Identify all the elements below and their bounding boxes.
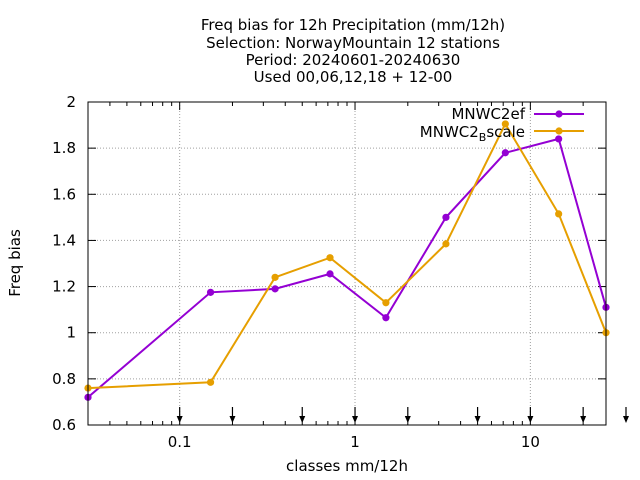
threshold-arrow-head xyxy=(229,416,236,423)
y-tick-label: 1.4 xyxy=(52,231,76,249)
legend-label-2-main: MNWC2 xyxy=(420,123,479,141)
x-tick-label: 1 xyxy=(350,433,360,451)
x-tick-labels: 0.1 1 10 xyxy=(168,433,540,451)
y-axis-label: Freq bias xyxy=(6,229,24,297)
x-tick-label: 10 xyxy=(521,433,540,451)
y-tick-labels: 0.6 0.8 1 1.2 1.4 1.6 1.8 2 xyxy=(52,93,76,434)
threshold-arrows xyxy=(176,407,629,423)
legend-label-2-suffix: scale xyxy=(486,123,525,141)
title-line-4: Used 00,06,12,18 + 12-00 xyxy=(254,68,453,86)
series-1-point xyxy=(555,135,563,143)
x-axis-label: classes mm/12h xyxy=(286,457,408,475)
legend: MNWC2ef MNWC2Bscale xyxy=(420,105,584,144)
series-2-point xyxy=(206,378,215,386)
threshold-arrow-head xyxy=(352,416,359,423)
series-line-2 xyxy=(87,121,607,390)
series-2-point xyxy=(442,240,450,248)
series-1-point xyxy=(501,149,509,157)
threshold-arrow-head xyxy=(299,416,306,423)
series-1-point xyxy=(382,314,390,322)
axis-ticks xyxy=(88,101,606,426)
threshold-arrow-head xyxy=(623,416,629,423)
y-tick-label: 0.8 xyxy=(52,370,76,388)
series-1-point xyxy=(326,270,334,278)
y-tick-label: 0.6 xyxy=(52,416,76,434)
x-tick-label: 0.1 xyxy=(168,433,192,451)
title-line-3: Period: 20240601-20240630 xyxy=(246,51,461,69)
legend-label-1-suffix: ef xyxy=(510,105,525,123)
data-series xyxy=(84,120,610,401)
series-1-point xyxy=(206,288,215,296)
grid-lines xyxy=(88,102,606,425)
legend-marker-1 xyxy=(555,110,563,118)
legend-label-1: MNWC2ef xyxy=(451,105,525,123)
y-tick-label: 1.2 xyxy=(52,278,76,296)
y-tick-label: 1 xyxy=(66,324,76,342)
series-line-1 xyxy=(87,137,607,399)
threshold-arrow-head xyxy=(404,416,411,423)
threshold-arrow-head xyxy=(527,416,534,423)
legend-marker-2 xyxy=(555,127,563,135)
legend-label-2-sub: B xyxy=(479,131,487,144)
chart-title: Freq bias for 12h Precipitation (mm/12h)… xyxy=(201,16,505,86)
plot-frame xyxy=(87,101,607,426)
threshold-arrow-head xyxy=(580,416,587,423)
series-1-point xyxy=(271,285,279,293)
y-tick-label: 2 xyxy=(66,93,76,111)
title-line-2: Selection: NorwayMountain 12 stations xyxy=(206,34,500,52)
series-2-point xyxy=(501,120,509,128)
series-2-point xyxy=(382,299,390,307)
series-2-point xyxy=(271,273,279,281)
title-line-1: Freq bias for 12h Precipitation (mm/12h) xyxy=(201,16,505,34)
threshold-arrow-head xyxy=(176,416,183,423)
series-1-point xyxy=(442,213,450,221)
legend-label-2: MNWC2Bscale xyxy=(420,123,525,144)
series-2-point xyxy=(555,210,563,218)
series-2-point xyxy=(326,254,334,262)
legend-label-1-main: MNWC2 xyxy=(451,105,510,123)
y-tick-label: 1.8 xyxy=(52,139,76,157)
threshold-arrow-head xyxy=(474,416,481,423)
y-tick-label: 1.6 xyxy=(52,185,76,203)
